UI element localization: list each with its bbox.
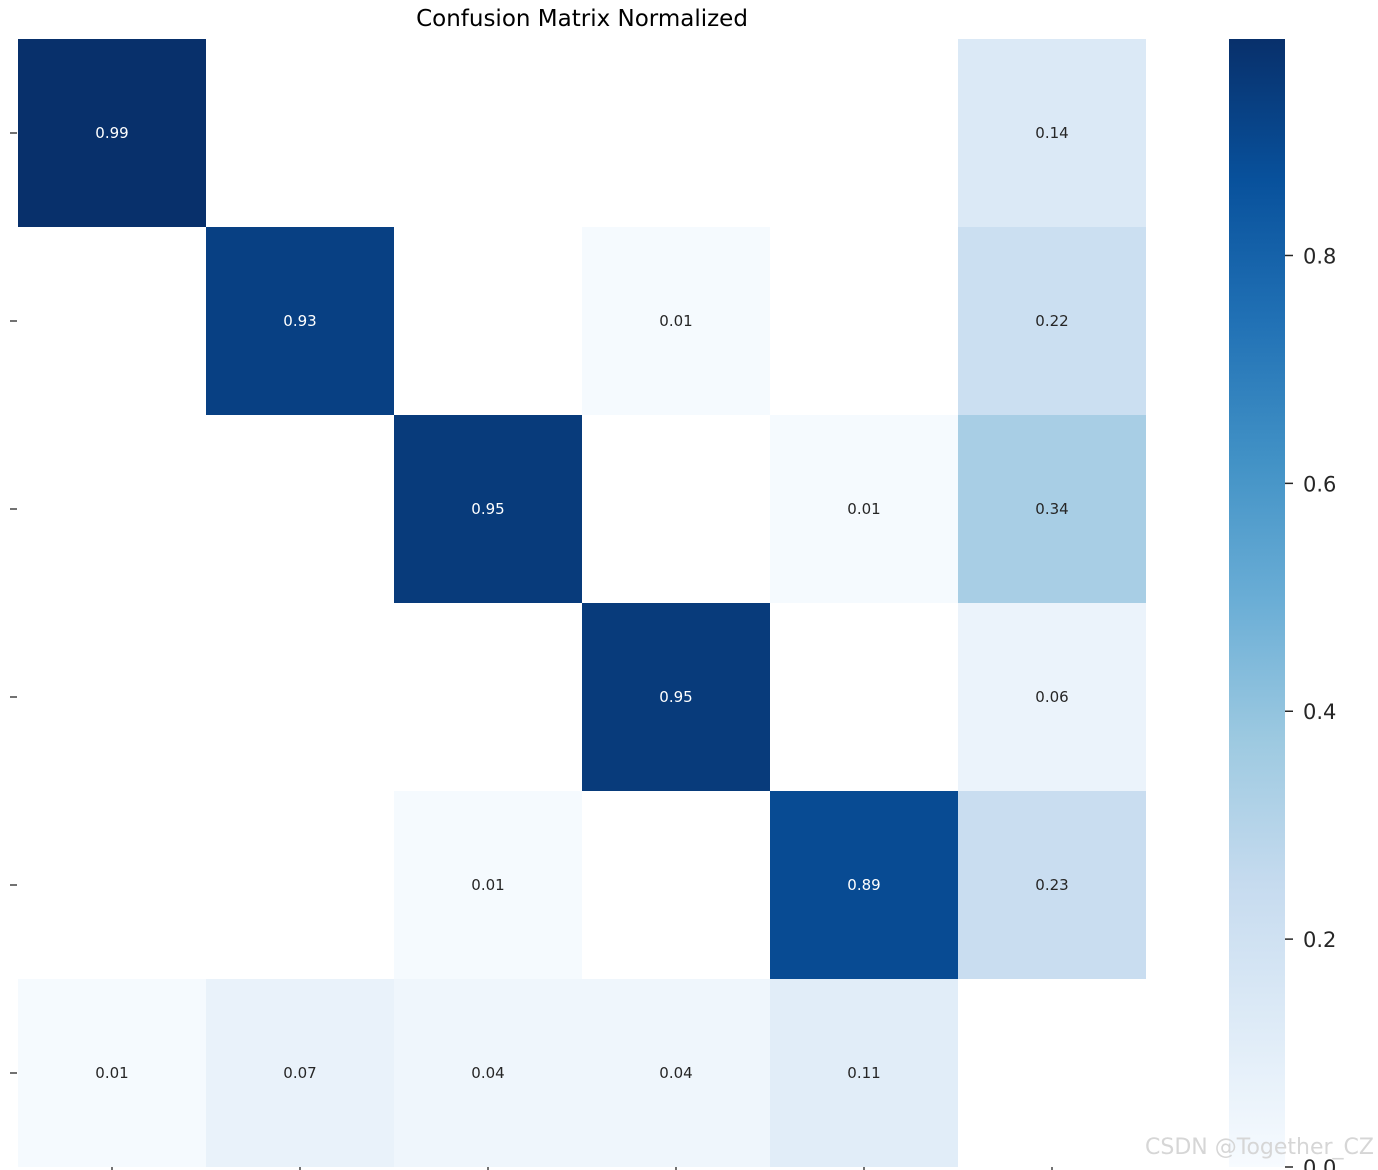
heatmap-cell xyxy=(770,415,958,603)
cell-value-label: 0.06 xyxy=(1035,688,1068,706)
colorbar-tick-label: 0.4 xyxy=(1303,700,1336,724)
heatmap-cell xyxy=(18,979,206,1167)
colorbar-tick-label: 0.8 xyxy=(1303,244,1336,268)
cell-value-label: 0.14 xyxy=(1035,124,1068,142)
heatmap-cell xyxy=(582,227,770,415)
chart-title: Confusion Matrix Normalized xyxy=(416,6,748,32)
heatmap-cell xyxy=(958,39,1146,227)
cell-value-label: 0.95 xyxy=(471,500,504,518)
cell-value-label: 0.22 xyxy=(1035,312,1068,330)
heatmap-cell xyxy=(206,227,394,415)
heatmap-cell xyxy=(958,227,1146,415)
x-axis-ticks xyxy=(111,1167,1053,1170)
heatmap-cell xyxy=(582,603,770,791)
colorbar xyxy=(1229,39,1285,1167)
cell-value-label: 0.34 xyxy=(1035,500,1068,518)
cell-value-label: 0.93 xyxy=(283,312,316,330)
heatmap-cell xyxy=(582,979,770,1167)
colorbar-tick-label: 0.2 xyxy=(1303,928,1336,952)
cell-value-label: 0.01 xyxy=(95,1064,128,1082)
cell-value-label: 0.99 xyxy=(95,124,128,142)
heatmap-cell xyxy=(394,791,582,979)
cell-value-label: 0.01 xyxy=(659,312,692,330)
y-axis-ticks xyxy=(10,132,17,1074)
cell-value-label: 0.04 xyxy=(659,1064,692,1082)
cell-value-label: 0.01 xyxy=(471,876,504,894)
heatmap-cell xyxy=(18,39,206,227)
heatmap-cells: 0.99 0.14 0.93 0.01 0.22 0.95 0.01 0.34 0.95 0.06… xyxy=(18,39,1146,1167)
heatmap-cell xyxy=(206,979,394,1167)
heatmap-cell xyxy=(770,979,958,1167)
heatmap-cell xyxy=(394,979,582,1167)
colorbar-ticks: 0.0 0.2 0.4 0.6 0.8 xyxy=(1285,244,1336,1170)
heatmap-cell xyxy=(958,415,1146,603)
cell-value-label: 0.01 xyxy=(847,500,880,518)
colorbar-tick-label: 0.6 xyxy=(1303,472,1336,496)
cell-value-label: 0.23 xyxy=(1035,876,1068,894)
cell-value-label: 0.95 xyxy=(659,688,692,706)
cell-value-label: 0.04 xyxy=(471,1064,504,1082)
heatmap-cell xyxy=(958,603,1146,791)
cell-value-label: 0.89 xyxy=(847,876,880,894)
heatmap-cell xyxy=(394,415,582,603)
watermark: CSDN @Together_CZ xyxy=(1145,1135,1374,1160)
heatmap-cell xyxy=(770,791,958,979)
heatmap-cell xyxy=(958,791,1146,979)
cell-value-label: 0.07 xyxy=(283,1064,316,1082)
cell-value-label: 0.11 xyxy=(847,1064,880,1082)
colorbar-tick-label: 0.0 xyxy=(1303,1156,1336,1170)
